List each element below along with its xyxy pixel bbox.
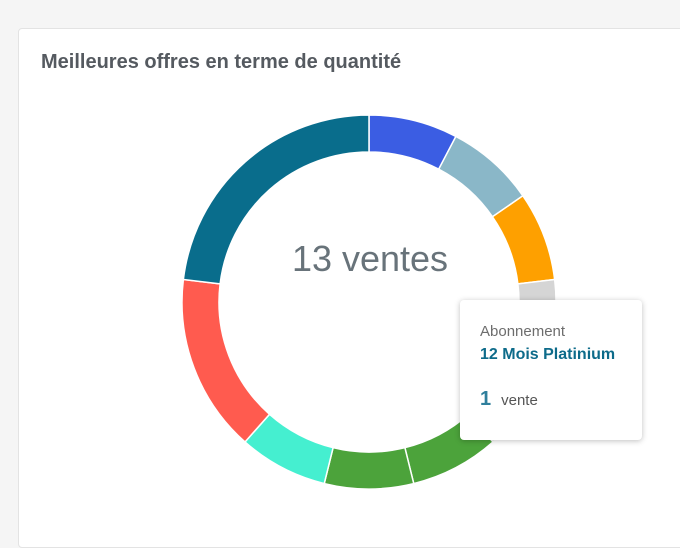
donut-segment-10[interactable] — [182, 114, 370, 285]
chart-tooltip: Abonnement 12 Mois Platinium 1 vente — [460, 300, 642, 440]
card-title: Meilleures offres en terme de quantité — [41, 51, 402, 73]
tooltip-count-row: 1 vente — [480, 388, 622, 411]
donut-center-label: 13 ventes — [291, 238, 449, 279]
donut-segment-9[interactable] — [181, 278, 271, 444]
tooltip-count: 1 — [480, 388, 492, 410]
donut-segment-7[interactable] — [323, 446, 415, 490]
tooltip-label: Abonnement — [480, 323, 566, 340]
tooltip-unit: vente — [501, 392, 538, 409]
tooltip-offer-name: 12 Mois Platinium — [480, 346, 616, 363]
